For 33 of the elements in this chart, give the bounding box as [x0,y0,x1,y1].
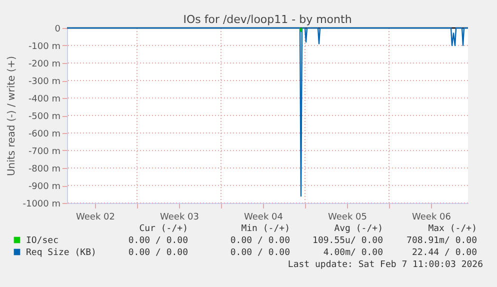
text: Avg (-/+) [334,224,383,234]
legend-label: IO/sec [26,236,59,246]
text: 0.00 / 0.00 [230,236,290,246]
x-tick-label: Week 04 [244,212,284,222]
text: Last update: Sat Feb 7 11:00:03 2026 [288,260,483,270]
text: 109.55u/ 0.00 [312,236,383,246]
y-tick-label: -700 m [28,147,60,157]
y-tick-label: -900 m [28,182,60,192]
y-tick-label: 0 [54,24,61,34]
text: 0.00 / 0.00 [128,248,188,258]
y-tick-label: -100 m [28,42,60,52]
y-tick-label: -1000 m [22,200,60,210]
x-tick-label: Week 02 [76,212,115,222]
text: 4.00m/ 0.00 [323,248,383,258]
text: 22.44 / 0.00 [412,248,477,258]
legend-label: Req Size (KB) [26,248,96,258]
y-tick-label: -200 m [28,60,60,70]
text: 0.00 / 0.00 [230,248,290,258]
text: Min (-/+) [241,224,290,234]
text: 0.00 / 0.00 [128,236,188,246]
text: Max (-/+) [428,224,477,234]
x-tick-label: Week 03 [160,212,199,222]
y-axis-title: Units read (-) / write (+) [6,56,18,176]
y-tick-label: -300 m [28,77,60,87]
text: Cur (-/+) [139,224,188,234]
y-tick-label: -600 m [28,130,60,140]
y-tick-label: -800 m [28,164,60,174]
y-tick-label: -500 m [28,112,60,122]
y-tick-label: -400 m [28,94,60,104]
text: 708.91m/ 0.00 [406,236,477,246]
x-tick-label: Week 06 [412,212,452,222]
x-tick-label: Week 05 [328,212,367,222]
chart-title: IOs for /dev/loop11 - by month [183,13,352,26]
